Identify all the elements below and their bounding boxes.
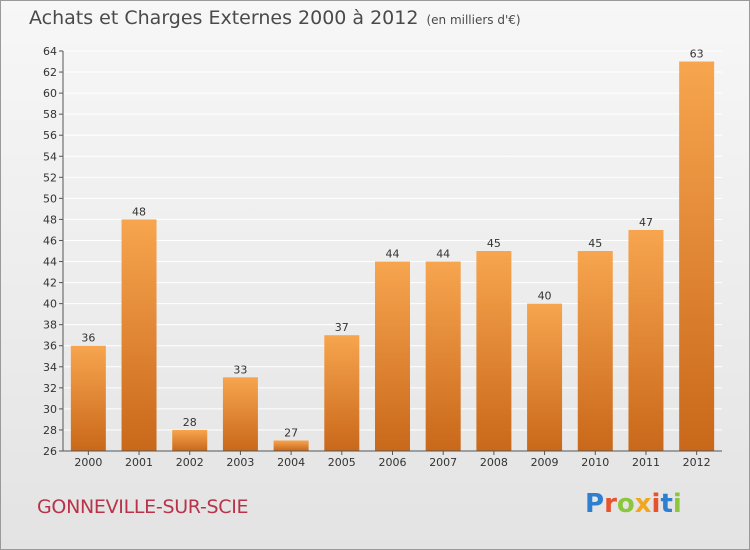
bars	[70, 61, 715, 452]
y-tick-label: 44	[43, 256, 57, 269]
commune-name: GONNEVILLE-SUR-SCIE	[37, 496, 249, 518]
data-label: 48	[132, 205, 146, 218]
bar-2006	[375, 261, 410, 451]
x-tick-label: 2012	[683, 456, 711, 469]
y-tick-label: 28	[43, 424, 57, 437]
bar-2005	[324, 335, 360, 451]
y-tick-label: 30	[43, 403, 57, 416]
x-tick-label: 2004	[277, 456, 305, 469]
data-label: 63	[690, 48, 704, 61]
labels: 26 28 30 32 34 36 38 40 42 44 46 48 50 52 54 56 58 60 62 64…	[43, 45, 711, 469]
bar-2009	[527, 303, 563, 451]
y-tick-label: 42	[43, 277, 57, 290]
data-label: 33	[233, 363, 247, 376]
y-tick-label: 34	[43, 361, 57, 374]
chart-unit: (en milliers d'€)	[426, 13, 521, 27]
x-tick-label: 2007	[429, 456, 457, 469]
y-tick-label: 58	[43, 108, 57, 121]
y-tick-label: 46	[43, 234, 57, 247]
y-tick-label: 62	[43, 66, 57, 79]
bar-2010	[577, 251, 613, 451]
y-tick-label: 40	[43, 298, 57, 311]
y-tick-label: 54	[43, 150, 57, 163]
chart-title-text: Achats et Charges Externes 2000 à 2012	[29, 7, 419, 29]
bar-2007	[425, 261, 461, 451]
x-tick-label: 2001	[125, 456, 153, 469]
chart-title: Achats et Charges Externes 2000 à 2012 (e…	[29, 7, 521, 29]
y-tick-label: 26	[43, 445, 57, 458]
bar-2002	[172, 429, 208, 451]
y-tick-label: 32	[43, 382, 57, 395]
x-tick-label: 2010	[581, 456, 609, 469]
data-label: 44	[386, 248, 400, 261]
x-tick-label: 2006	[379, 456, 407, 469]
y-tick-label: 64	[43, 45, 57, 58]
bar-2003	[222, 377, 258, 451]
x-tick-label: 2008	[480, 456, 508, 469]
data-label: 40	[538, 290, 552, 303]
axes	[59, 50, 722, 455]
bar-2000	[70, 345, 106, 451]
bar-2011	[628, 229, 664, 451]
proxiti-logo-icon: Proxiti	[585, 489, 682, 519]
bar-2012	[679, 61, 715, 452]
y-tick-label: 56	[43, 129, 57, 142]
data-label: 45	[487, 237, 501, 250]
y-tick-label: 48	[43, 213, 57, 226]
data-label: 27	[284, 426, 298, 439]
x-tick-label: 2005	[328, 456, 356, 469]
x-tick-label: 2009	[531, 456, 559, 469]
y-tick-label: 38	[43, 319, 57, 332]
x-tick-label: 2000	[74, 456, 102, 469]
data-label: 44	[436, 248, 450, 261]
data-label: 36	[81, 332, 95, 345]
data-label: 47	[639, 216, 653, 229]
data-label: 45	[588, 237, 602, 250]
x-tick-label: 2002	[176, 456, 204, 469]
y-tick-label: 36	[43, 340, 57, 353]
y-tick-label: 60	[43, 87, 57, 100]
x-tick-label: 2003	[226, 456, 254, 469]
x-tick-label: 2011	[632, 456, 660, 469]
bar-2008	[476, 251, 512, 451]
data-label: 28	[183, 416, 197, 429]
data-label: 37	[335, 321, 349, 334]
y-tick-label: 52	[43, 171, 57, 184]
bar-2001	[121, 219, 157, 451]
bar-2004	[273, 440, 309, 451]
y-tick-label: 50	[43, 192, 57, 205]
